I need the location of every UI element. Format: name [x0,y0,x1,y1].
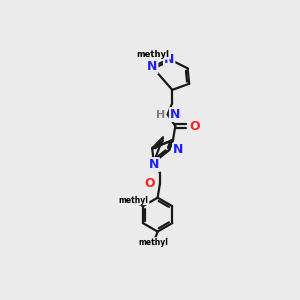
Text: N: N [170,108,180,121]
Text: N: N [173,143,183,157]
Text: N: N [164,52,174,66]
Text: methyl: methyl [119,196,148,205]
Text: H: H [156,110,165,119]
Text: N: N [147,60,158,73]
Text: O: O [145,177,155,190]
Text: methyl: methyl [136,50,169,59]
Text: N: N [148,158,159,171]
Text: methyl: methyl [139,238,169,247]
Text: O: O [189,120,200,133]
